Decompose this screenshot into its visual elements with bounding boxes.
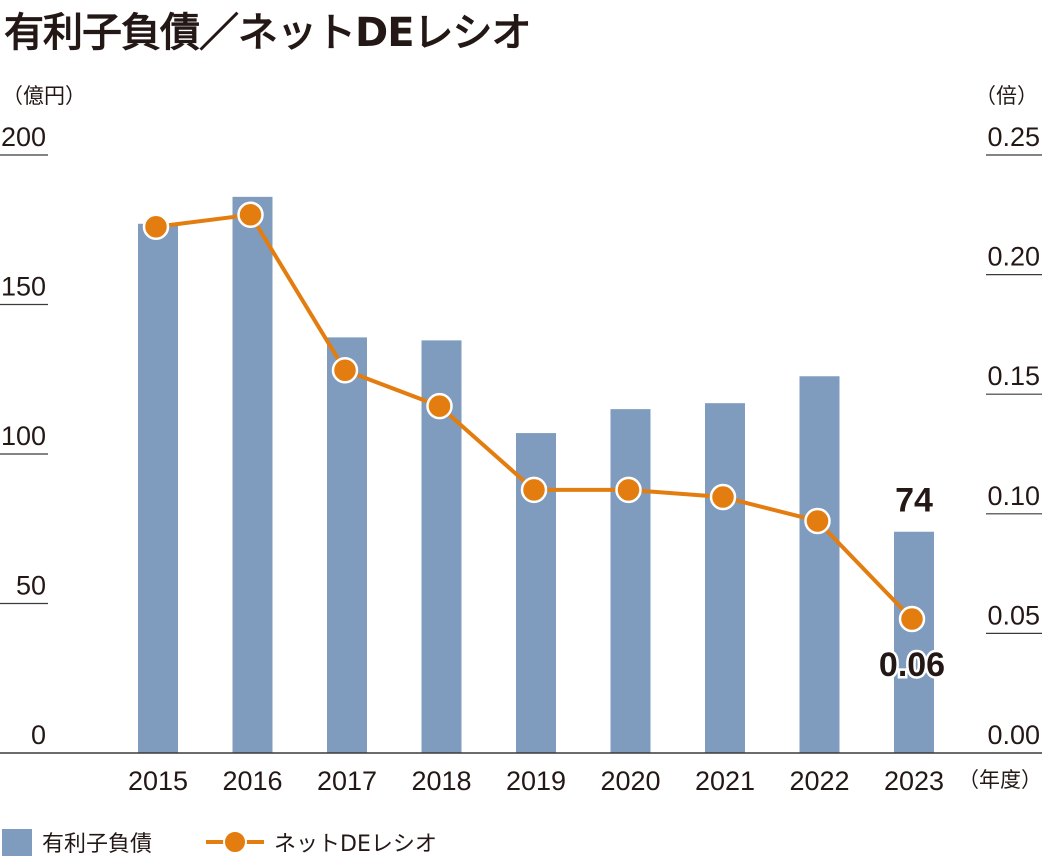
left-tick-label: 0 [31,720,46,750]
left-axis-ticks: 0 50 100 150 200 [0,122,48,750]
bar-series [138,196,934,754]
x-tick-label: 2020 [600,766,660,796]
x-axis-labels: 2015 2016 2017 2018 2019 2020 2021 2022 2023 [128,766,944,796]
right-tick-label: 0.15 [987,361,1040,391]
line-point-2019 [520,476,548,504]
right-tick-label: 0.05 [987,600,1040,630]
x-tick-label: 2017 [317,766,377,796]
line-point-2021 [709,483,737,511]
line-point-2023 [898,605,926,633]
left-tick-label: 200 [1,122,46,152]
bar-2015 [138,223,178,753]
legend-item-line: ネットDEレシオ [204,826,437,858]
legend-line-swatch [206,830,264,854]
bar-2016 [232,196,273,754]
right-tick-label: 0.20 [987,242,1040,272]
left-tick-label: 100 [1,421,46,451]
bar-2020 [610,409,651,753]
bar-2017 [327,337,367,753]
left-tick-label: 50 [16,571,46,601]
line-point-2020 [615,476,642,504]
bar-2023 [894,531,934,753]
line-point-2016 [237,201,264,229]
left-tick-label: 150 [1,272,46,302]
x-tick-label: 2018 [411,766,471,796]
right-tick-label: 0.00 [987,720,1040,750]
line-point-2022 [804,507,831,535]
x-tick-label: 2016 [222,766,282,796]
right-axis-unit: （倍） [975,84,1038,108]
line-point-2015 [142,213,170,241]
x-tick-label: 2019 [506,766,566,796]
line-point-2018 [426,392,453,420]
line-point-2017 [331,357,359,384]
legend-bar-swatch [2,828,32,856]
right-axis-ticks: 0.00 0.05 0.10 0.15 0.20 0.25 [986,122,1042,750]
x-tick-label: 2023 [884,766,944,796]
legend-item-bar: 有利子負債 [2,826,152,858]
line-series [142,201,926,633]
x-tick-label: 2021 [695,766,755,796]
bar-2021 [705,403,745,753]
bar-2022 [799,376,840,753]
annotations: 740.06 [876,479,947,686]
chart-title: 有利子負債／ネットDEレシオ [4,10,532,56]
left-axis-unit: （億円） [2,84,86,108]
legend-line-label: ネットDEレシオ [274,832,437,857]
legend-bar-label: 有利子負債 [42,832,153,857]
data-label: 0.06 [879,646,945,684]
x-tick-label: 2015 [128,766,188,796]
right-tick-label: 0.25 [987,122,1040,152]
data-label: 74 [895,482,933,520]
x-axis-unit: （年度） [958,768,1042,792]
right-tick-label: 0.10 [987,481,1040,511]
x-tick-label: 2022 [789,766,849,796]
